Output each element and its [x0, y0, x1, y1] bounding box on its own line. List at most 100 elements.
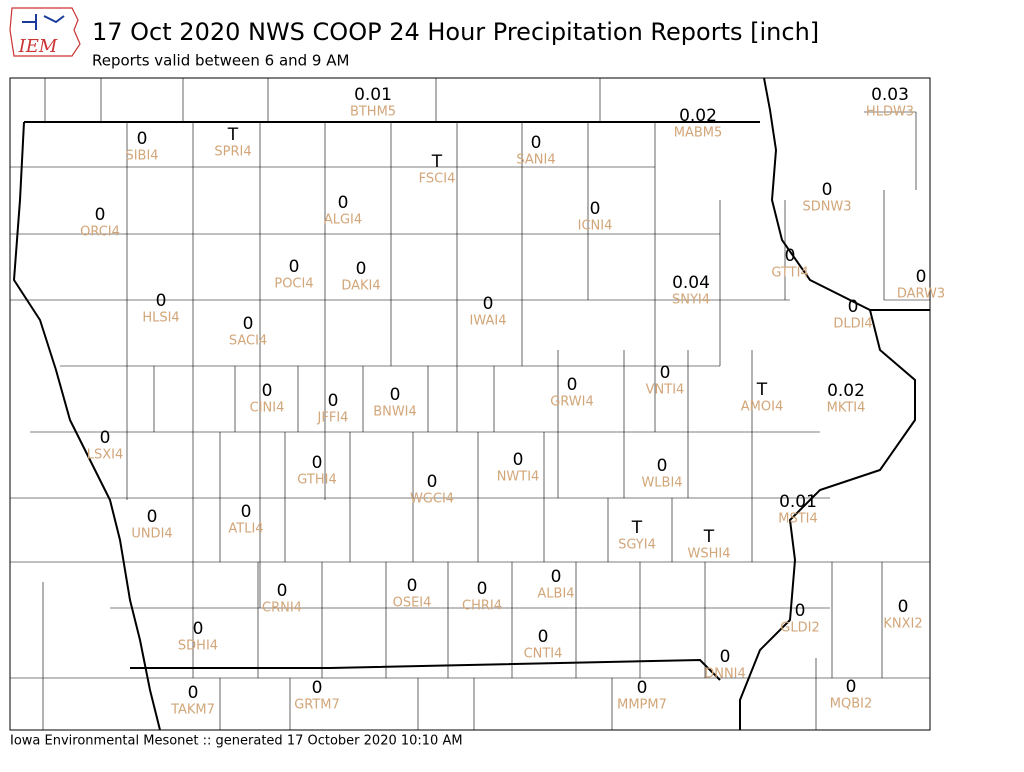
- station-id: MKTI4: [827, 401, 866, 416]
- station-value: 0: [277, 581, 288, 601]
- station-id: MQBI2: [830, 697, 872, 712]
- station-id: SANI4: [516, 153, 555, 168]
- station-value: T: [756, 380, 768, 400]
- station-value: 0.04: [672, 273, 710, 293]
- station-id: OSEI4: [393, 596, 432, 611]
- station-value: 0.02: [827, 381, 865, 401]
- station-id: SIBI4: [125, 149, 158, 164]
- station-value: 0: [483, 294, 494, 314]
- station-id: GTHI4: [297, 473, 336, 488]
- station-id: GRWI4: [550, 395, 594, 410]
- station-value: 0: [193, 619, 204, 639]
- station-value: T: [431, 152, 443, 172]
- station-value: T: [631, 518, 643, 538]
- station-id: POCI4: [274, 277, 313, 292]
- station-id: GLDI2: [780, 621, 819, 636]
- station-id: VNTI4: [646, 383, 685, 398]
- station-id: AMOI4: [741, 400, 783, 415]
- station-value: 0: [289, 257, 300, 277]
- station-value: 0.03: [871, 85, 909, 105]
- station-id: BTHM5: [350, 105, 396, 120]
- station-id: DAKI4: [341, 279, 380, 294]
- station-value: 0: [243, 314, 254, 334]
- subtitle: Reports valid between 6 and 9 AM: [92, 52, 349, 70]
- station-id: MSTI4: [778, 512, 818, 527]
- station-id: WLBI4: [641, 476, 682, 491]
- station-value: 0: [262, 381, 273, 401]
- station-id: ALGI4: [324, 213, 362, 228]
- station-value: 0: [241, 502, 252, 522]
- station-id: LSXI4: [87, 448, 124, 463]
- station-value: 0: [390, 385, 401, 405]
- station-value: 0: [822, 180, 833, 200]
- station-id: HLSI4: [142, 311, 179, 326]
- station-value: 0: [916, 267, 927, 287]
- station-value: 0: [785, 246, 796, 266]
- station-id: HLDW3: [866, 105, 914, 120]
- station-id: TAKM7: [170, 703, 215, 718]
- station-id: GTTI4: [771, 266, 808, 281]
- station-value: 0.01: [354, 85, 392, 105]
- station-value: 0: [660, 363, 671, 383]
- station-value: 0: [551, 567, 562, 587]
- footer: Iowa Environmental Mesonet :: generated …: [10, 734, 463, 749]
- station-value: 0: [637, 678, 648, 698]
- station-id: SDNW3: [802, 200, 851, 215]
- logo-text: IEM: [18, 36, 58, 57]
- station-value: 0: [338, 193, 349, 213]
- station-id: IWAI4: [470, 314, 507, 329]
- station-value: 0: [147, 507, 158, 527]
- station-value: T: [703, 527, 715, 547]
- station-value: 0: [407, 576, 418, 596]
- station-value: 0: [356, 259, 367, 279]
- station-value: 0: [898, 597, 909, 617]
- state-borders: [12, 77, 930, 731]
- station-value: 0: [312, 453, 323, 473]
- station-value: 0: [590, 199, 601, 219]
- station-value: 0: [848, 297, 859, 317]
- station-id: BNWI4: [373, 405, 417, 420]
- station-id: SNYI4: [672, 293, 710, 308]
- station-id: CHRI4: [462, 599, 502, 614]
- station-value: 0: [188, 683, 199, 703]
- county-lines: [10, 78, 930, 730]
- station-value: T: [227, 125, 239, 145]
- station-value: 0: [720, 647, 731, 667]
- station-value: 0: [846, 677, 857, 697]
- station-value: 0: [100, 428, 111, 448]
- map-frame: [9, 77, 931, 731]
- station-value: 0: [477, 579, 488, 599]
